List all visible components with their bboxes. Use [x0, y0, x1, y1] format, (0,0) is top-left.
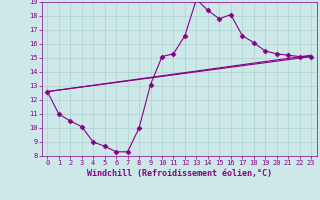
X-axis label: Windchill (Refroidissement éolien,°C): Windchill (Refroidissement éolien,°C)	[87, 169, 272, 178]
